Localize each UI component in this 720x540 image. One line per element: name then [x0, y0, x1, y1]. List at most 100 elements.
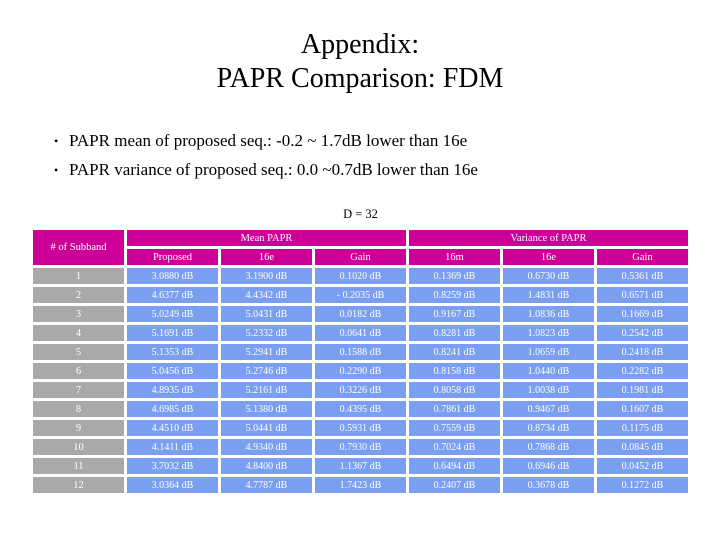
bullet-item: • PAPR mean of proposed seq.: -0.2 ~ 1.7…: [54, 130, 684, 152]
value-cell: 0.5931 dB: [315, 420, 406, 436]
table-row: 6 5.0456 dB 5.2746 dB 0.2290 dB 0.8158 dB 1.0…: [33, 363, 688, 379]
value-cell: 0.8259 dB: [409, 287, 500, 303]
value-cell: 0.1020 dB: [315, 268, 406, 284]
table-caption: D = 32: [343, 207, 378, 221]
value-cell: 0.5361 dB: [597, 268, 688, 284]
value-cell: 3.0364 dB: [127, 477, 218, 493]
value-cell: 0.1981 dB: [597, 382, 688, 398]
value-cell: 1.0823 dB: [503, 325, 594, 341]
value-cell: 5.2746 dB: [221, 363, 312, 379]
subband-number-cell: 1: [33, 268, 124, 284]
group-header-row: # of Subband Mean PAPR Variance of PAPR: [33, 230, 688, 265]
table-row: 7 4.8935 dB 5.2161 dB 0.3226 dB 0.8058 dB 1.0…: [33, 382, 688, 398]
corner-header-cell: # of Subband: [33, 230, 124, 265]
value-cell: 1.0440 dB: [503, 363, 594, 379]
bullet-item: • PAPR variance of proposed seq.: 0.0 ~0…: [54, 159, 684, 181]
table-row: 5 5.1353 dB 5.2941 dB 0.1588 dB 0.8241 dB 1.0…: [33, 344, 688, 360]
table-row: 4 5.1691 dB 5.2332 dB 0.0641 dB 0.8281 dB 1.0…: [33, 325, 688, 341]
value-cell: 0.6946 dB: [503, 458, 594, 474]
table-row: 11 3.7032 dB 4.8400 dB 1.1367 dB 0.6494 dB 0.…: [33, 458, 688, 474]
table-row: 1 3.0880 dB 3.1900 dB 0.1020 dB 0.1369 dB 0.6…: [33, 268, 688, 284]
value-cell: 0.0182 dB: [315, 306, 406, 322]
subband-number-cell: 10: [33, 439, 124, 455]
value-cell: 0.0452 dB: [597, 458, 688, 474]
value-cell: 4.1411 dB: [127, 439, 218, 455]
table-row: 8 4.6985 dB 5.1380 dB 0.4395 dB 0.7861 dB 0.9…: [33, 401, 688, 417]
value-cell: 0.2542 dB: [597, 325, 688, 341]
table-row: 2 4.6377 dB 4.4342 dB - 0.2035 dB 0.8259 dB 1…: [33, 287, 688, 303]
value-cell: 0.9167 dB: [409, 306, 500, 322]
value-cell: 1.0038 dB: [503, 382, 594, 398]
subband-number-cell: 3: [33, 306, 124, 322]
value-cell: 0.8158 dB: [409, 363, 500, 379]
table-row: 12 3.0364 dB 4.7787 dB 1.7423 dB 0.2407 dB 0.…: [33, 477, 688, 493]
value-cell: 0.7930 dB: [315, 439, 406, 455]
value-cell: 5.2161 dB: [221, 382, 312, 398]
value-cell: 0.4395 dB: [315, 401, 406, 417]
value-cell: 1.4831 dB: [503, 287, 594, 303]
value-cell: 0.9467 dB: [503, 401, 594, 417]
table-body: 1 3.0880 dB 3.1900 dB 0.1020 dB 0.1369 dB 0.6…: [33, 268, 688, 493]
value-cell: 0.0641 dB: [315, 325, 406, 341]
value-cell: 4.9340 dB: [221, 439, 312, 455]
value-cell: 0.1369 dB: [409, 268, 500, 284]
sub-header-gain-mean: Gain: [315, 249, 406, 265]
value-cell: 3.1900 dB: [221, 268, 312, 284]
value-cell: 1.0659 dB: [503, 344, 594, 360]
subband-number-cell: 11: [33, 458, 124, 474]
value-cell: 0.3226 dB: [315, 382, 406, 398]
subband-number-cell: 8: [33, 401, 124, 417]
value-cell: 5.1353 dB: [127, 344, 218, 360]
value-cell: 0.8058 dB: [409, 382, 500, 398]
value-cell: 0.1272 dB: [597, 477, 688, 493]
value-cell: 5.2941 dB: [221, 344, 312, 360]
value-cell: 0.2282 dB: [597, 363, 688, 379]
bullet-list: • PAPR mean of proposed seq.: -0.2 ~ 1.7…: [54, 130, 684, 188]
value-cell: 5.1380 dB: [221, 401, 312, 417]
value-cell: 0.2407 dB: [409, 477, 500, 493]
value-cell: 0.7559 dB: [409, 420, 500, 436]
bullet-text: PAPR variance of proposed seq.: 0.0 ~0.7…: [69, 160, 478, 179]
group-header-variance-papr: Variance of PAPR: [409, 230, 688, 246]
table-header: # of Subband Mean PAPR Variance of PAPR …: [33, 230, 688, 265]
slide-title: Appendix: PAPR Comparison: FDM: [0, 28, 720, 96]
subband-number-cell: 5: [33, 344, 124, 360]
table-row: 10 4.1411 dB 4.9340 dB 0.7930 dB 0.7024 dB 0.…: [33, 439, 688, 455]
value-cell: 0.6730 dB: [503, 268, 594, 284]
slide-title-line1: Appendix:: [300, 29, 420, 60]
table-row: 3 5.0249 dB 5.0431 dB 0.0182 dB 0.9167 dB 1.0…: [33, 306, 688, 322]
value-cell: 0.1588 dB: [315, 344, 406, 360]
subband-number-cell: 9: [33, 420, 124, 436]
value-cell: 0.8281 dB: [409, 325, 500, 341]
subband-number-cell: 12: [33, 477, 124, 493]
sub-header-16m-variance: 16m: [409, 249, 500, 265]
value-cell: 4.4510 dB: [127, 420, 218, 436]
value-cell: 0.2290 dB: [315, 363, 406, 379]
subband-number-cell: 7: [33, 382, 124, 398]
value-cell: 0.6494 dB: [409, 458, 500, 474]
value-cell: 0.7024 dB: [409, 439, 500, 455]
value-cell: 0.8734 dB: [503, 420, 594, 436]
value-cell: 1.7423 dB: [315, 477, 406, 493]
value-cell: 1.1367 dB: [315, 458, 406, 474]
sub-header-proposed: Proposed: [127, 249, 218, 265]
value-cell: 0.6571 dB: [597, 287, 688, 303]
value-cell: 0.1669 dB: [597, 306, 688, 322]
value-cell: 0.8241 dB: [409, 344, 500, 360]
value-cell: 5.0456 dB: [127, 363, 218, 379]
value-cell: 0.1175 dB: [597, 420, 688, 436]
value-cell: - 0.2035 dB: [315, 287, 406, 303]
sub-header-row: Proposed 16e Gain 16m 16e Gain: [33, 249, 688, 265]
value-cell: 3.7032 dB: [127, 458, 218, 474]
subband-number-cell: 2: [33, 287, 124, 303]
value-cell: 4.8935 dB: [127, 382, 218, 398]
value-cell: 0.3678 dB: [503, 477, 594, 493]
sub-header-gain-variance: Gain: [597, 249, 688, 265]
value-cell: 5.0249 dB: [127, 306, 218, 322]
value-cell: 0.2418 dB: [597, 344, 688, 360]
sub-header-16e-mean: 16e: [221, 249, 312, 265]
value-cell: 4.6377 dB: [127, 287, 218, 303]
value-cell: 1.0836 dB: [503, 306, 594, 322]
value-cell: 4.7787 dB: [221, 477, 312, 493]
